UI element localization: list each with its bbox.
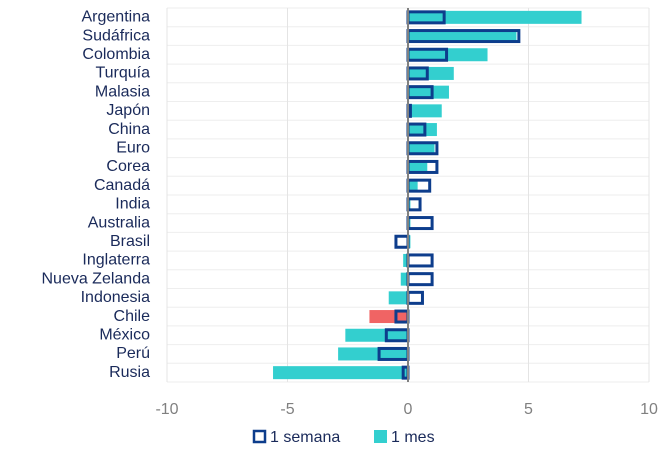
bar-outline	[394, 234, 410, 249]
y-tick-label: India	[115, 196, 150, 213]
y-tick-label: Canadá	[94, 177, 150, 194]
bar	[403, 253, 408, 267]
legend-swatch	[374, 430, 387, 443]
bar	[408, 66, 454, 80]
y-tick-label: México	[99, 326, 150, 343]
y-tick-label: Inglaterra	[82, 252, 150, 269]
y-tick-label: Argentina	[82, 9, 151, 26]
y-tick-label: Indonesia	[81, 289, 150, 306]
y-tick-label: Turquía	[95, 65, 150, 82]
bar	[338, 347, 408, 361]
bar	[345, 328, 408, 342]
y-tick-label: China	[108, 121, 150, 138]
y-tick-label: Euro	[116, 139, 150, 156]
bar	[388, 291, 408, 305]
x-tick-label: -5	[280, 401, 294, 418]
y-tick-label: Australia	[88, 214, 150, 231]
bar	[408, 85, 449, 99]
y-tick-label: Chile	[114, 308, 151, 325]
bar-outline	[406, 253, 434, 268]
y-tick-label: Perú	[116, 345, 150, 362]
bar	[369, 310, 408, 324]
legend-label: 1 semana	[270, 429, 340, 446]
x-tick-label: 10	[640, 401, 658, 418]
bar-outline	[406, 290, 424, 305]
legend-label: 1 mes	[391, 429, 435, 446]
bar	[408, 160, 428, 174]
x-tick-label: -10	[155, 401, 178, 418]
bar	[408, 179, 418, 193]
bar	[408, 29, 517, 43]
y-tick-label: Corea	[106, 158, 150, 175]
y-tick-label: Colombia	[82, 46, 150, 63]
legend-swatch	[252, 429, 267, 444]
bar	[408, 141, 435, 155]
y-tick-label: Nueva Zelanda	[41, 270, 150, 287]
y-tick-label: Brasil	[110, 233, 150, 250]
y-tick-label: Rusia	[109, 364, 150, 381]
y-tick-label: Japón	[106, 102, 150, 119]
bar	[273, 366, 408, 380]
bar	[400, 272, 408, 286]
y-tick-label: Sudáfrica	[82, 27, 150, 44]
y-tick-label: Malasia	[95, 83, 150, 100]
x-tick-label: 5	[524, 401, 533, 418]
bar	[408, 123, 437, 137]
x-tick-label: 0	[404, 401, 413, 418]
bar	[408, 10, 582, 24]
bar-outline	[406, 216, 434, 231]
bar	[408, 104, 442, 118]
bar-outline	[406, 272, 434, 287]
